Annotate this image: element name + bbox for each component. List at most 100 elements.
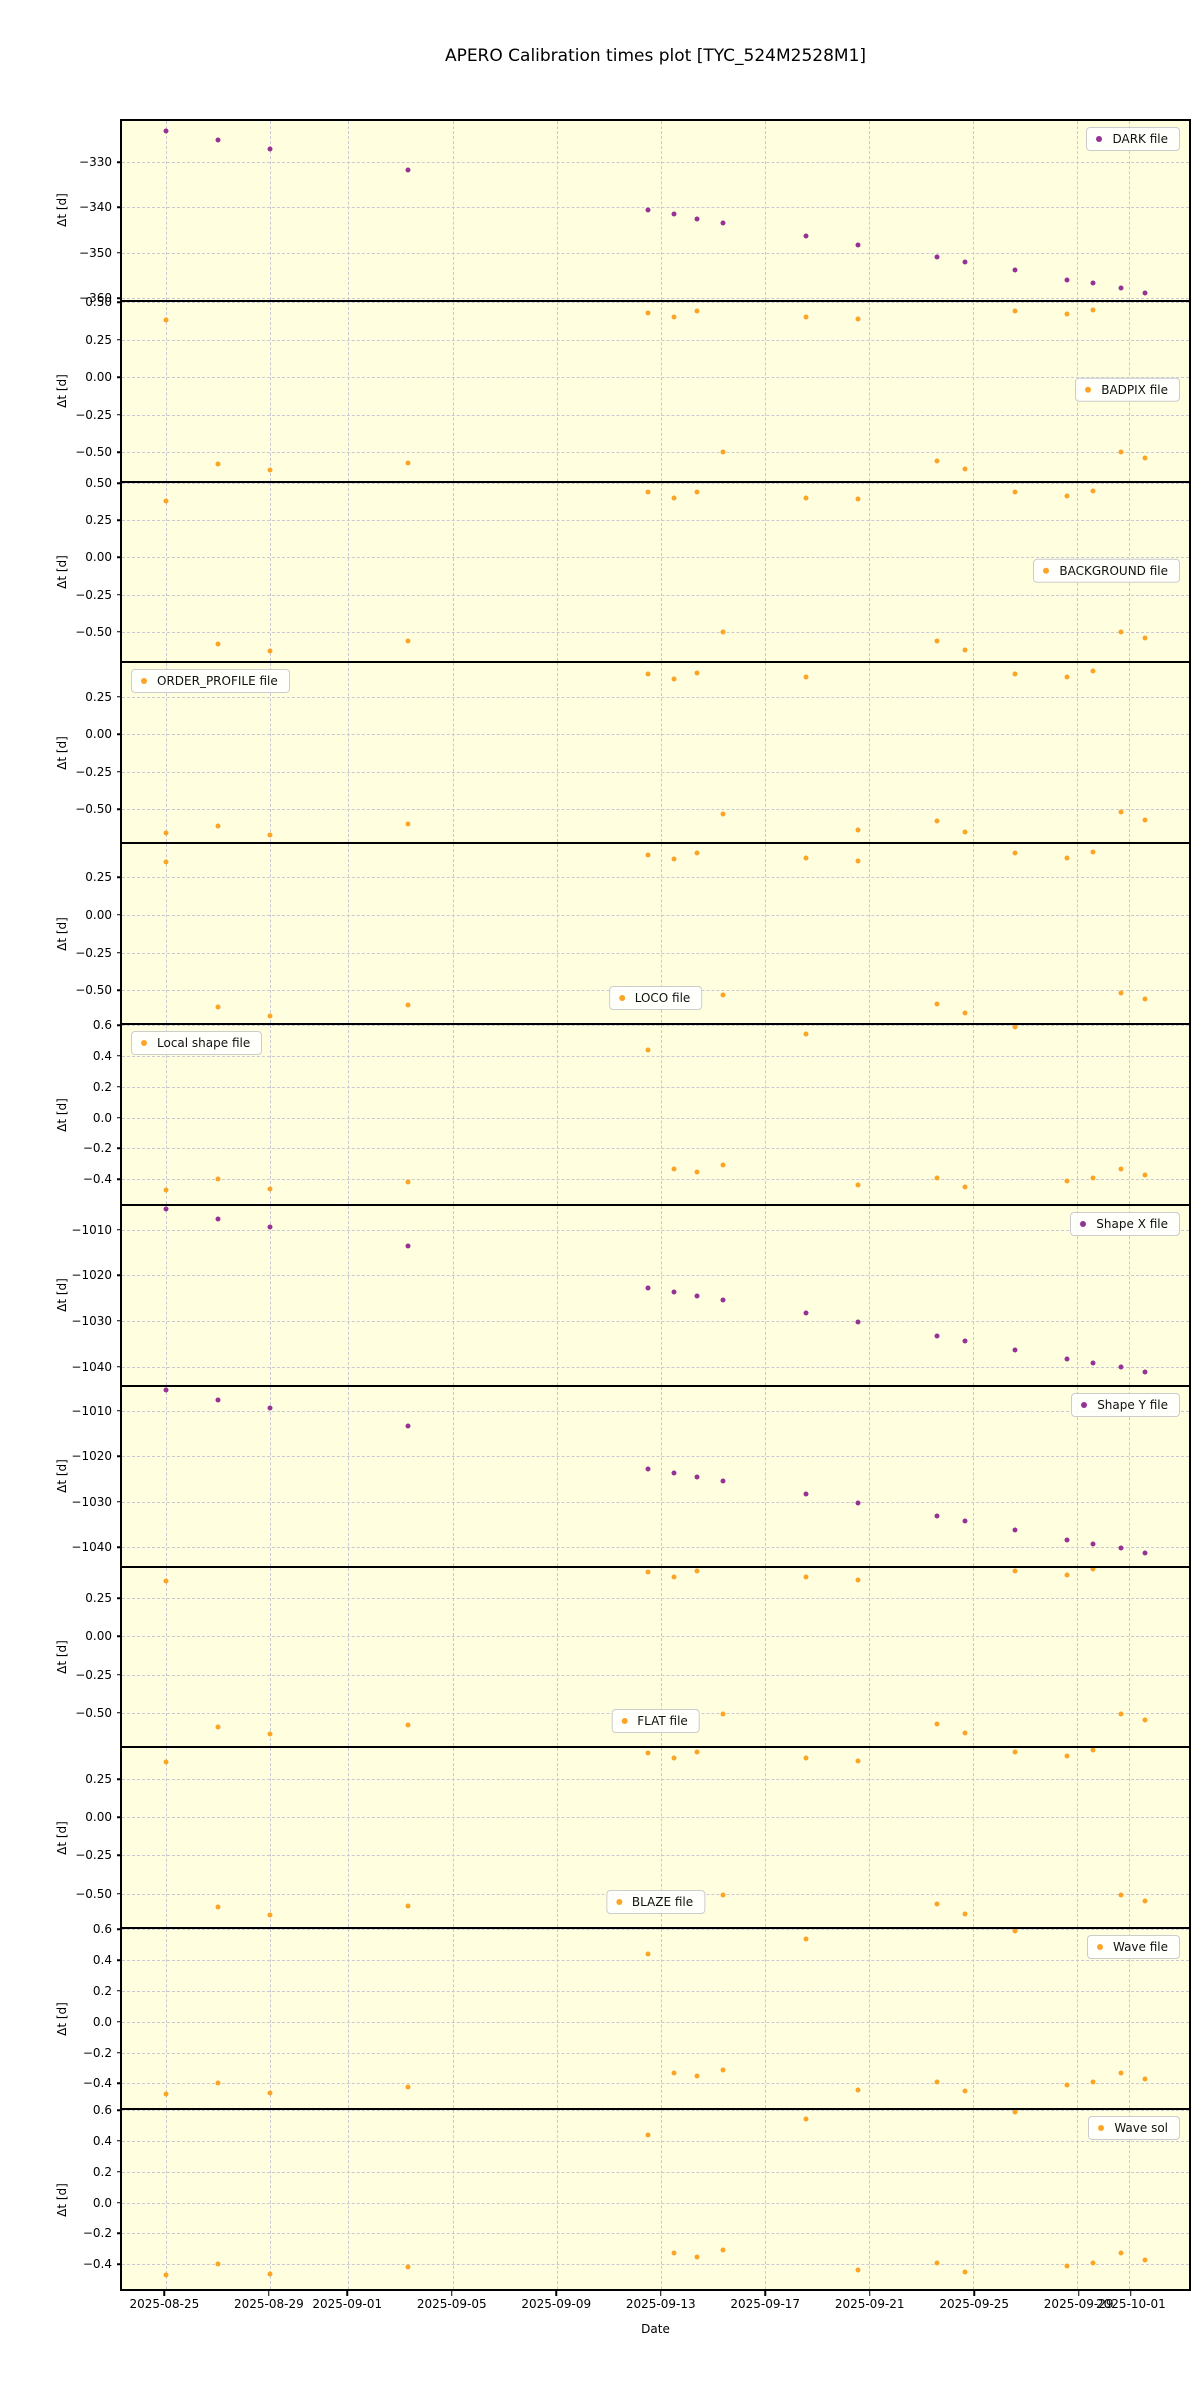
data-point [671,1289,677,1295]
vertical-gridline [452,121,454,300]
y-tick-label: −0.25 [75,764,112,779]
y-tick-label: 0.2 [92,2164,112,2179]
vertical-gridline [270,482,272,662]
x-tick-label: 2025-09-13 [625,2297,696,2311]
y-tick-mark [117,1597,122,1599]
vertical-gridline [270,121,272,300]
data-point [163,1387,169,1393]
horizontal-gridline [122,1456,1189,1458]
data-point [1090,849,1096,855]
legend-label: ORDER_PROFILE file [157,674,278,689]
y-tick-mark [117,2140,122,2142]
data-point [267,2090,273,2096]
vertical-gridline [660,1567,662,1747]
horizontal-gridline [122,1117,1189,1119]
y-tick-mark [117,2201,122,2204]
data-point [934,818,940,824]
y-tick-mark [117,1055,122,1057]
y-tick-label: 0.25 [85,332,112,347]
horizontal-gridline [122,1025,1189,1027]
horizontal-gridline [122,1779,1189,1781]
chart-title: APERO Calibration times plot [TYC_524M25… [444,46,867,66]
vertical-gridline [660,1025,662,1204]
data-point [163,1578,169,1584]
y-tick-label: −1020 [71,1449,112,1464]
vertical-gridline [1129,2110,1131,2289]
data-point [803,1031,809,1037]
data-point [645,489,651,495]
data-point [671,2250,677,2256]
legend-marker-icon [1096,1944,1103,1951]
data-point [1064,493,1070,499]
y-tick-label: −0.50 [75,445,112,460]
horizontal-gridline [122,452,1189,454]
y-tick-mark [117,1409,122,1412]
horizontal-gridline [122,2202,1189,2204]
data-point [962,829,968,835]
y-axis-label: Δt [d] [55,555,69,589]
data-point [671,676,677,681]
horizontal-gridline [122,914,1189,916]
vertical-gridline [348,121,350,300]
y-tick-mark [117,989,122,991]
data-point [215,641,221,647]
data-point [1118,629,1124,635]
y-tick-mark [117,951,122,954]
vertical-gridline [270,1748,272,1928]
data-point [645,2132,651,2138]
data-point [671,314,677,320]
y-tick-mark [117,1854,122,1857]
data-point [803,314,809,320]
data-point [1064,855,1070,861]
y-tick-mark [117,876,122,879]
y-tick-mark [117,2109,122,2111]
vertical-gridline [868,1205,870,1385]
legend-marker-icon [141,678,147,685]
subplot-order-profile-file: 0.25 0.00 −0.25 −0.50 Δt [d] ORDER_PROFILE fi… [55,663,1189,845]
horizontal-gridline [122,734,1189,736]
y-tick-label: 0.25 [85,689,112,704]
data-point [962,647,968,653]
x-tick-label: 2025-09-25 [939,2297,1010,2311]
data-point [671,1574,677,1580]
y-tick-mark [117,2051,122,2054]
legend-marker-icon [1096,136,1103,142]
vertical-gridline [660,663,662,843]
horizontal-gridline [122,631,1189,633]
data-point [267,2271,273,2277]
legend-badpix-file: BADPIX file [1075,378,1180,403]
horizontal-gridline [122,696,1189,698]
vertical-gridline [972,121,974,300]
data-point [720,1297,726,1303]
data-point [215,1724,221,1730]
y-axis-label: Δt [d] [55,1640,69,1674]
vertical-gridline [1077,1025,1079,1204]
data-point [1064,1356,1070,1362]
data-point [1064,2082,1070,2088]
data-point [1012,489,1018,495]
plot-area: −330 −340 −350 −360 Δt [d] DARK file 0.50 0.25 0… [55,119,1191,2291]
vertical-gridline [660,121,662,300]
y-tick-label: −1010 [71,1222,112,1237]
x-tick-label: 2025-09-01 [312,2297,383,2311]
y-tick-label: −0.50 [75,1705,112,1720]
plot-clip-region [122,1025,1189,1204]
horizontal-gridline [122,520,1189,522]
vertical-gridline [1129,1567,1131,1747]
y-tick-label: −0.25 [75,587,112,602]
horizontal-gridline [122,2110,1189,2112]
y-tick-mark [117,808,122,810]
vertical-gridline [348,482,350,662]
legend-marker-icon [621,1718,628,1725]
vertical-gridline [348,844,350,1024]
legend-shape-y-file: Shape Y file [1071,1392,1180,1417]
vertical-gridline [452,844,454,1024]
y-tick-mark [117,631,122,633]
y-tick-label: 0.4 [92,2133,112,2148]
vertical-gridline [166,1567,168,1747]
legend-label: LOCO file [634,991,691,1006]
vertical-gridline [1077,1748,1079,1928]
vertical-gridline [452,301,454,481]
vertical-gridline [270,1567,272,1747]
